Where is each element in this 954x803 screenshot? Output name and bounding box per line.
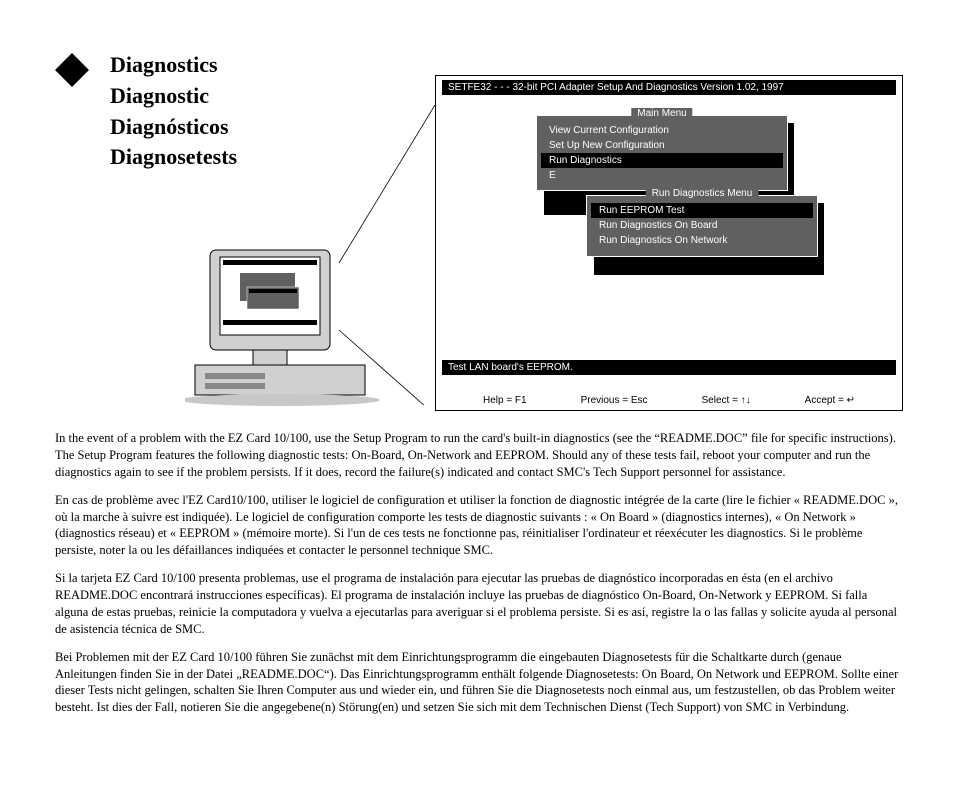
paragraph-en: In the event of a problem with the EZ Ca… <box>55 430 899 481</box>
hint-help: Help = F1 <box>483 395 527 406</box>
page-heading: Diagnostics Diagnostic Diagnósticos Diag… <box>110 50 237 173</box>
heading-column: Diagnostics Diagnostic Diagnósticos Diag… <box>55 50 375 410</box>
body-text: In the event of a problem with the EZ Ca… <box>55 430 899 716</box>
menu-item-setup-config[interactable]: Set Up New Configuration <box>541 138 783 153</box>
submenu-item-eeprom[interactable]: Run EEPROM Test <box>591 203 813 218</box>
menu-item-truncated[interactable]: E <box>541 168 783 182</box>
computer-illustration <box>185 245 395 410</box>
app-window-enlarged: SETFE32 - - - 32-bit PCI Adapter Setup A… <box>435 75 901 411</box>
diamond-bullet-icon <box>55 53 89 87</box>
paragraph-fr: En cas de problème avec l'EZ Card10/100,… <box>55 492 899 560</box>
heading-line-es: Diagnósticos <box>110 112 237 143</box>
status-bar: Test LAN board's EEPROM. <box>442 360 896 375</box>
paragraph-es: Si la tarjeta EZ Card 10/100 presenta pr… <box>55 570 899 638</box>
menu-item-run-diagnostics[interactable]: Run Diagnostics <box>541 153 783 168</box>
setup-app-window: SETFE32 - - - 32-bit PCI Adapter Setup A… <box>435 75 903 411</box>
paragraph-de: Bei Problemen mit der EZ Card 10/100 füh… <box>55 649 899 717</box>
heading-line-de: Diagnosetests <box>110 142 237 173</box>
main-menu: Main Menu View Current Configuration Set… <box>536 115 788 191</box>
heading-line-en: Diagnostics <box>110 50 237 81</box>
submenu-item-onnetwork[interactable]: Run Diagnostics On Network <box>591 233 813 248</box>
submenu-title: Run Diagnostics Menu <box>646 188 759 199</box>
top-section: Diagnostics Diagnostic Diagnósticos Diag… <box>55 50 899 410</box>
hint-select: Select = ↑↓ <box>702 395 751 406</box>
hint-accept: Accept = ↵ <box>805 395 855 406</box>
heading-line-fr: Diagnostic <box>110 81 237 112</box>
menu-item-view-config[interactable]: View Current Configuration <box>541 123 783 138</box>
hint-previous: Previous = Esc <box>581 395 648 406</box>
run-diagnostics-submenu: Run Diagnostics Menu Run EEPROM Test Run… <box>586 195 818 257</box>
menus-area: Main Menu View Current Configuration Set… <box>436 95 902 360</box>
main-menu-title: Main Menu <box>631 108 692 119</box>
app-titlebar: SETFE32 - - - 32-bit PCI Adapter Setup A… <box>442 80 896 95</box>
key-hints-bar: Help = F1 Previous = Esc Select = ↑↓ Acc… <box>436 375 902 410</box>
submenu-item-onboard[interactable]: Run Diagnostics On Board <box>591 218 813 233</box>
